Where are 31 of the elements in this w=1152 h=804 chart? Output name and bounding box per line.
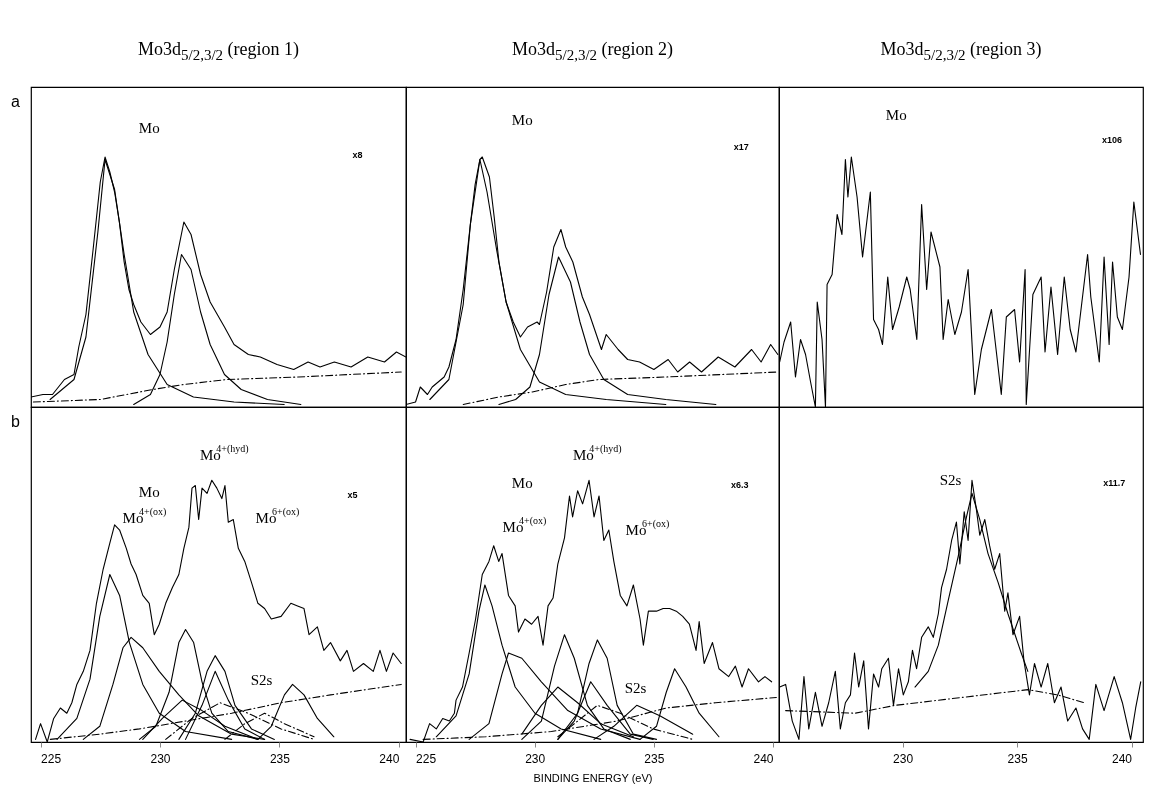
annotation: S2s xyxy=(250,672,273,688)
x-tick-label: 240 xyxy=(753,751,774,766)
annotation: Mo xyxy=(138,484,160,500)
x-tick-label: 240 xyxy=(379,751,400,766)
text: Mo xyxy=(885,107,907,123)
x-tick-label: 235 xyxy=(1007,751,1028,766)
chart-title: Mo3d$_{5/2,3/2}$ (region 2) xyxy=(510,39,675,64)
x-axis-title: BINDING ENERGY (eV) xyxy=(533,771,653,784)
text: Mo xyxy=(138,120,160,136)
annotation: x6.3 xyxy=(731,480,749,490)
annotation: Mo xyxy=(511,475,533,491)
annotation: x5 xyxy=(347,490,358,500)
annotation: x8 xyxy=(352,150,363,160)
annotation: S2s xyxy=(939,472,962,488)
x-tick-label: 225 xyxy=(41,751,62,766)
x-tick-label: 235 xyxy=(269,751,291,766)
x-tick-label: 230 xyxy=(893,751,914,766)
chart-title: Mo3d$_{5/2,3/2}$ (region 1) xyxy=(136,39,301,64)
x-tick-label: 230 xyxy=(525,751,546,766)
x-tick-label: 225 xyxy=(416,751,437,766)
text: a xyxy=(11,93,20,111)
x-tick-label: 230 xyxy=(150,751,171,766)
x-tick-label: 240 xyxy=(1112,751,1133,766)
x-tick-label: 235 xyxy=(644,751,665,766)
annotation: S2s xyxy=(624,680,647,696)
chart-title: Mo3d$_{5/2,3/2}$ (region 3) xyxy=(879,39,1043,64)
text: x17 xyxy=(733,142,749,152)
annotation: x11.7 xyxy=(1103,478,1126,488)
text: Mo xyxy=(511,112,533,128)
text: b xyxy=(11,413,20,431)
text: x106 xyxy=(1102,135,1123,145)
